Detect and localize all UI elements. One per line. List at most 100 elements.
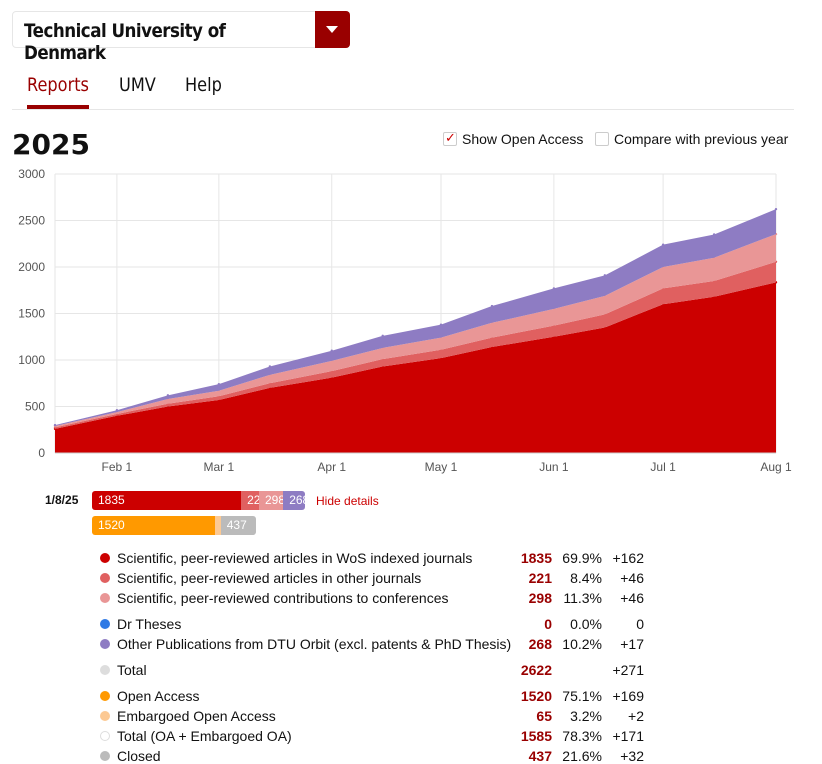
legend-row[interactable]: Open Access 1520 75.1% +169 <box>100 687 660 707</box>
open-access-bar: 1520 437 <box>92 516 257 535</box>
bar-segment[interactable]: 268 <box>283 491 305 510</box>
show-open-access-checkbox[interactable]: Show Open Access <box>443 130 583 147</box>
legend-row[interactable]: Total 2622 +271 <box>100 661 660 681</box>
checkbox-checked-icon[interactable] <box>443 130 457 146</box>
x-tick-label: May 1 <box>425 460 458 474</box>
data-point <box>115 409 119 412</box>
area-series-1 <box>55 261 776 429</box>
x-tick-label: Feb 1 <box>102 460 133 474</box>
bar-segment[interactable]: 437 <box>220 516 257 535</box>
area-series-0 <box>55 282 776 453</box>
legend-row[interactable]: Total (OA + Embargoed OA) 1585 78.3% +171 <box>100 727 660 747</box>
legend-label: Total <box>117 662 147 678</box>
legend-row[interactable]: Dr Theses 0 0.0% 0 <box>100 615 660 635</box>
data-point <box>330 349 333 352</box>
legend-label: Open Access <box>117 688 200 704</box>
bar-segment[interactable]: 1520 <box>92 516 216 535</box>
legend-row[interactable]: Closed 437 21.6% +32 <box>100 747 660 764</box>
legend-row[interactable]: Embargoed Open Access 65 3.2% +2 <box>100 707 660 727</box>
data-point <box>217 382 221 386</box>
legend-percent: 0.0% <box>570 616 602 632</box>
tab-help[interactable]: Help <box>185 74 222 96</box>
legend-delta: +32 <box>620 748 644 764</box>
bar-segment[interactable]: 1835 <box>92 491 242 510</box>
hide-details-link[interactable]: Hide details <box>316 494 379 508</box>
checkbox-unchecked-icon[interactable] <box>595 132 609 146</box>
legend-label: Embargoed Open Access <box>117 708 276 724</box>
data-point <box>53 423 57 427</box>
legend-count: 1520 <box>520 688 552 704</box>
y-tick-label: 1000 <box>18 353 45 367</box>
compare-previous-year-checkbox[interactable]: Compare with previous year <box>595 131 788 147</box>
legend-count: 298 <box>528 590 552 606</box>
legend-percent: 75.1% <box>562 688 602 704</box>
legend-percent: 78.3% <box>562 728 602 744</box>
legend-dot-icon <box>100 553 110 563</box>
tab-umv[interactable]: UMV <box>119 74 156 96</box>
legend-label: Scientific, peer-reviewed articles in Wo… <box>117 550 473 566</box>
y-tick-label: 2500 <box>18 214 45 228</box>
data-point <box>381 334 384 338</box>
data-point <box>774 207 778 211</box>
legend-delta: +271 <box>612 662 644 678</box>
tab-reports[interactable]: Reports <box>27 74 89 96</box>
legend-count: 1585 <box>520 728 552 744</box>
compare-previous-year-label: Compare with previous year <box>614 131 789 147</box>
caret-down-icon[interactable] <box>315 11 350 48</box>
data-point <box>552 287 556 290</box>
x-tick-label: Jun 1 <box>539 460 569 474</box>
legend-percent: 11.3% <box>563 590 602 606</box>
data-point <box>603 274 607 277</box>
legend-delta: +46 <box>620 570 644 586</box>
legend-delta: +46 <box>620 590 644 606</box>
publication-type-bar: 1835221298268 <box>92 491 305 510</box>
legend-label: Dr Theses <box>117 616 182 632</box>
data-point <box>439 323 443 326</box>
bar-segment[interactable]: 298 <box>259 491 284 510</box>
legend-dot-icon <box>100 731 110 741</box>
data-point <box>268 365 272 368</box>
legend-percent: 8.4% <box>570 570 602 586</box>
legend-row[interactable]: Scientific, peer-reviewed articles in ot… <box>100 569 660 589</box>
y-tick-label: 2000 <box>18 260 45 274</box>
organization-select[interactable]: Technical University of Denmark <box>12 11 350 64</box>
legend-dot-icon <box>100 711 110 721</box>
legend-percent: 21.6% <box>562 748 602 764</box>
legend-row[interactable]: Scientific, peer-reviewed contributions … <box>100 589 660 609</box>
legend-count: 221 <box>528 570 552 586</box>
legend-delta: +17 <box>620 636 644 652</box>
page-title: 2025 <box>12 128 90 161</box>
legend-percent: 10.2% <box>562 636 602 652</box>
legend-row[interactable]: Scientific, peer-reviewed articles in Wo… <box>100 549 660 569</box>
publications-area-chart: 0 500 1000 1500 2000 2500 3000 Feb 1 Mar 1 Apr 1 M… <box>18 167 792 474</box>
legend-label: Scientific, peer-reviewed articles in ot… <box>117 570 422 586</box>
organization-name: Technical University of Denmark <box>24 20 226 64</box>
legend-label: Closed <box>117 748 161 764</box>
legend-count: 268 <box>528 636 552 652</box>
bar-segment[interactable] <box>215 516 221 535</box>
data-point <box>712 233 716 236</box>
legend-delta: +162 <box>612 550 644 566</box>
nav-tabs: Reports UMV Help <box>12 70 794 110</box>
y-tick-label: 3000 <box>18 167 45 181</box>
x-tick-label: Jul 1 <box>650 460 676 474</box>
legend-dot-icon <box>100 639 110 649</box>
legend-dot-icon <box>100 593 110 603</box>
y-tick-label: 500 <box>25 400 45 414</box>
legend-count: 0 <box>544 616 552 632</box>
data-point <box>490 304 494 308</box>
legend-dot-icon <box>100 665 110 675</box>
legend-dot-icon <box>100 691 110 701</box>
x-tick-label: Apr 1 <box>317 460 346 474</box>
active-tab-indicator <box>27 105 89 109</box>
legend-percent: 69.9% <box>562 550 602 566</box>
legend-row[interactable]: Other Publications from DTU Orbit (excl.… <box>100 635 660 655</box>
legend-dot-icon <box>100 751 110 761</box>
y-tick-label: 0 <box>38 446 45 460</box>
legend-count: 1835 <box>520 550 552 566</box>
bar-segment[interactable]: 221 <box>241 491 259 510</box>
legend-delta: +171 <box>612 728 644 744</box>
legend-percent: 3.2% <box>570 708 602 724</box>
legend-delta: +2 <box>628 708 644 724</box>
